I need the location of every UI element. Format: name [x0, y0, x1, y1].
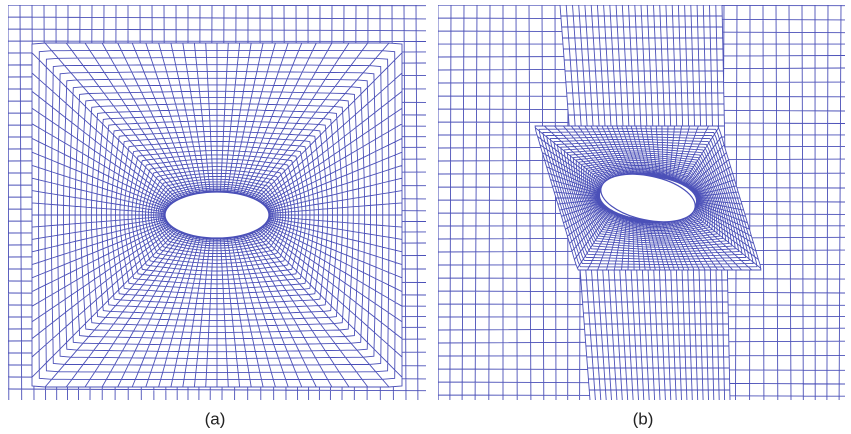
figure: (a) (b) — [0, 0, 851, 434]
mesh-panel-a — [8, 5, 426, 400]
mesh-panel-b — [438, 5, 845, 400]
page: (a) (b) (() => { const data = JSON.parse… — [0, 0, 851, 434]
hole — [165, 192, 269, 238]
panel-caption: (b) — [633, 409, 654, 428]
panel-caption: (a) — [205, 409, 226, 428]
